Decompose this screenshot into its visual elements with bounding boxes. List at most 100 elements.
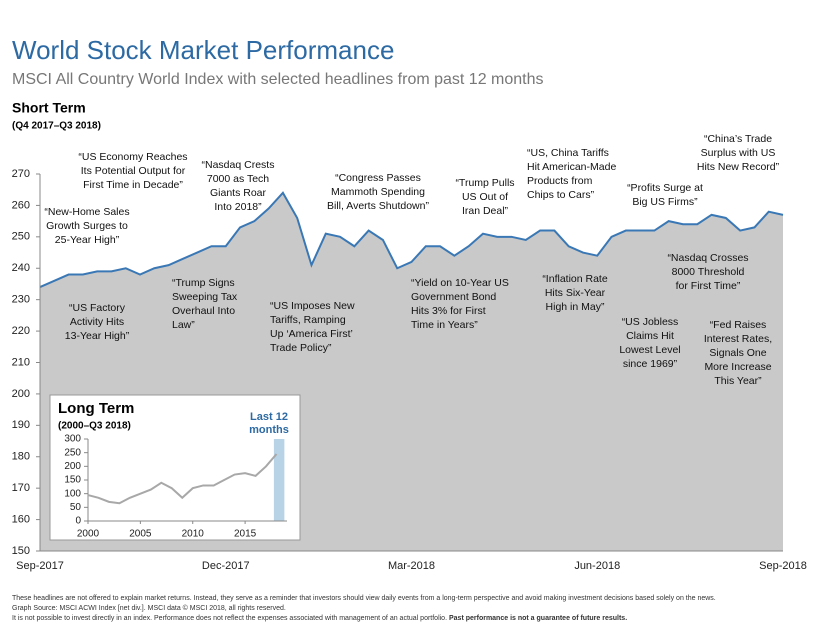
y-tick-label: 170: [12, 482, 30, 494]
annotation: Products from: [527, 175, 593, 187]
annotation: for First Time”: [676, 280, 741, 292]
annotation: Hits 3% for First: [411, 305, 486, 317]
annotation: High in May”: [546, 301, 605, 313]
y-tick-label: 270: [12, 168, 30, 180]
annotation: “US Economy Reaches: [78, 151, 187, 163]
y-tick-label: 0: [75, 516, 81, 527]
inset-subtitle: (2000–Q3 2018): [58, 421, 131, 432]
y-tick-label: 260: [12, 199, 30, 211]
annotation: “Inflation Rate: [542, 273, 608, 285]
inset-plot: Long Term (2000–Q3 2018) Last 12 months …: [58, 400, 289, 540]
annotation: Iran Deal”: [462, 205, 509, 217]
y-tick-label: 100: [64, 488, 81, 499]
y-tick-label: 160: [12, 513, 30, 525]
annotation: More Increase: [704, 361, 771, 373]
y-tick-label: 200: [64, 461, 81, 472]
footnote-bold: Past performance is not a guarantee of f…: [449, 615, 627, 622]
annotation: Law”: [172, 319, 195, 331]
x-tick-label: Jun-2018: [574, 560, 620, 572]
x-tick-label: Sep-2017: [16, 560, 64, 572]
x-tick-label: 2005: [129, 529, 152, 540]
annotation: This Year”: [714, 375, 762, 387]
annotation: Overhaul Into: [172, 305, 235, 317]
x-tick-label: 2015: [234, 529, 257, 540]
annotation: First Time in Decade”: [83, 179, 183, 191]
annotation: “Fed Raises: [710, 319, 767, 331]
annotation: Activity Hits: [70, 316, 124, 328]
annotation: Interest Rates,: [704, 333, 772, 345]
annotation: Its Potential Output for: [81, 165, 186, 177]
annotation: since 1969”: [623, 358, 678, 370]
y-tick-label: 50: [70, 502, 82, 513]
panel-title: Short Term: [12, 100, 86, 116]
line: [39, 191, 784, 289]
annotation: “US Jobless: [622, 316, 679, 328]
y-tick-label: 240: [12, 262, 30, 274]
annotation: “US, China Tariffs: [527, 147, 609, 159]
annotation: Into 2018”: [214, 201, 262, 213]
annotation: “Trump Pulls: [455, 177, 514, 189]
annotation: Surplus with US: [701, 147, 776, 159]
x-tick-label: Sep-2018: [759, 560, 807, 572]
annotation: “US Factory: [69, 302, 126, 314]
annotation: “Profits Surge at: [627, 182, 703, 194]
chart-subtitle: MSCI All Country World Index with select…: [12, 71, 544, 88]
annotation: Chips to Cars”: [527, 189, 595, 201]
footnotes: These headlines are not offered to expla…: [12, 595, 716, 622]
annotation: “Nasdaq Crosses: [667, 252, 748, 264]
x-tick-label: Dec-2017: [202, 560, 250, 572]
annotation: Sweeping Tax: [172, 291, 238, 303]
annotation: 7000 as Tech: [207, 173, 269, 185]
inset-title: Long Term: [58, 400, 134, 417]
annotation: 13-Year High”: [65, 330, 130, 342]
y-tick-label: 200: [12, 388, 30, 400]
y-tick-label: 150: [64, 475, 81, 486]
annotation: Growth Surges to: [46, 220, 128, 232]
footnote: These headlines are not offered to expla…: [12, 595, 716, 602]
y-tick-label: 220: [12, 325, 30, 337]
annotation: “US Imposes New: [270, 300, 355, 312]
x-tick-label: Mar-2018: [388, 560, 435, 572]
x-tick-label: 2000: [77, 529, 100, 540]
annotation: Signals One: [709, 347, 766, 359]
y-tick-label: 250: [64, 447, 81, 458]
annotation: Up ‘America First’: [270, 328, 353, 340]
highlight-label: months: [249, 424, 289, 436]
y-tick-label: 250: [12, 231, 30, 243]
annotation: “China’s Trade: [704, 133, 772, 145]
footnote: It is not possible to invest directly in…: [12, 615, 627, 622]
annotation: Giants Roar: [210, 187, 267, 199]
y-tick-label: 190: [12, 419, 30, 431]
y-tick-label: 300: [64, 434, 81, 445]
y-tick-label: 180: [12, 451, 30, 463]
annotation: Hit American-Made: [527, 161, 616, 173]
annotation: Mammoth Spending: [331, 186, 425, 198]
annotation: Bill, Averts Shutdown”: [327, 200, 429, 212]
annotation: Time in Years”: [411, 319, 478, 331]
annotation: “Congress Passes: [335, 172, 421, 184]
annotation: Tariffs, Ramping: [270, 314, 346, 326]
highlight-label: Last 12: [250, 411, 288, 423]
annotation: Claims Hit: [626, 330, 674, 342]
highlight-band: [273, 439, 285, 521]
panel-subtitle: (Q4 2017–Q3 2018): [12, 121, 101, 132]
annotation: Lowest Level: [619, 344, 680, 356]
annotation: Big US Firms”: [632, 196, 698, 208]
annotation: “Yield on 10-Year US: [411, 277, 509, 289]
annotation: Hits New Record”: [697, 161, 780, 173]
y-tick-label: 150: [12, 545, 30, 557]
chart-title: World Stock Market Performance: [12, 35, 394, 65]
annotation: Government Bond: [411, 291, 496, 303]
inset-frame: [49, 394, 301, 541]
annotation: 8000 Threshold: [672, 266, 745, 278]
annotation: “Trump Signs: [172, 277, 235, 289]
y-tick-label: 210: [12, 356, 30, 368]
footnote: It is not possible to invest directly in…: [12, 615, 447, 622]
annotation: Hits Six-Year: [545, 287, 606, 299]
annotation: “Nasdaq Crests: [202, 159, 275, 171]
annotation: 25-Year High”: [55, 234, 120, 246]
line: [87, 453, 278, 505]
footnote: Graph Source: MSCI ACWI Index [net div.]…: [12, 604, 286, 612]
annotation: “New-Home Sales: [44, 206, 129, 218]
